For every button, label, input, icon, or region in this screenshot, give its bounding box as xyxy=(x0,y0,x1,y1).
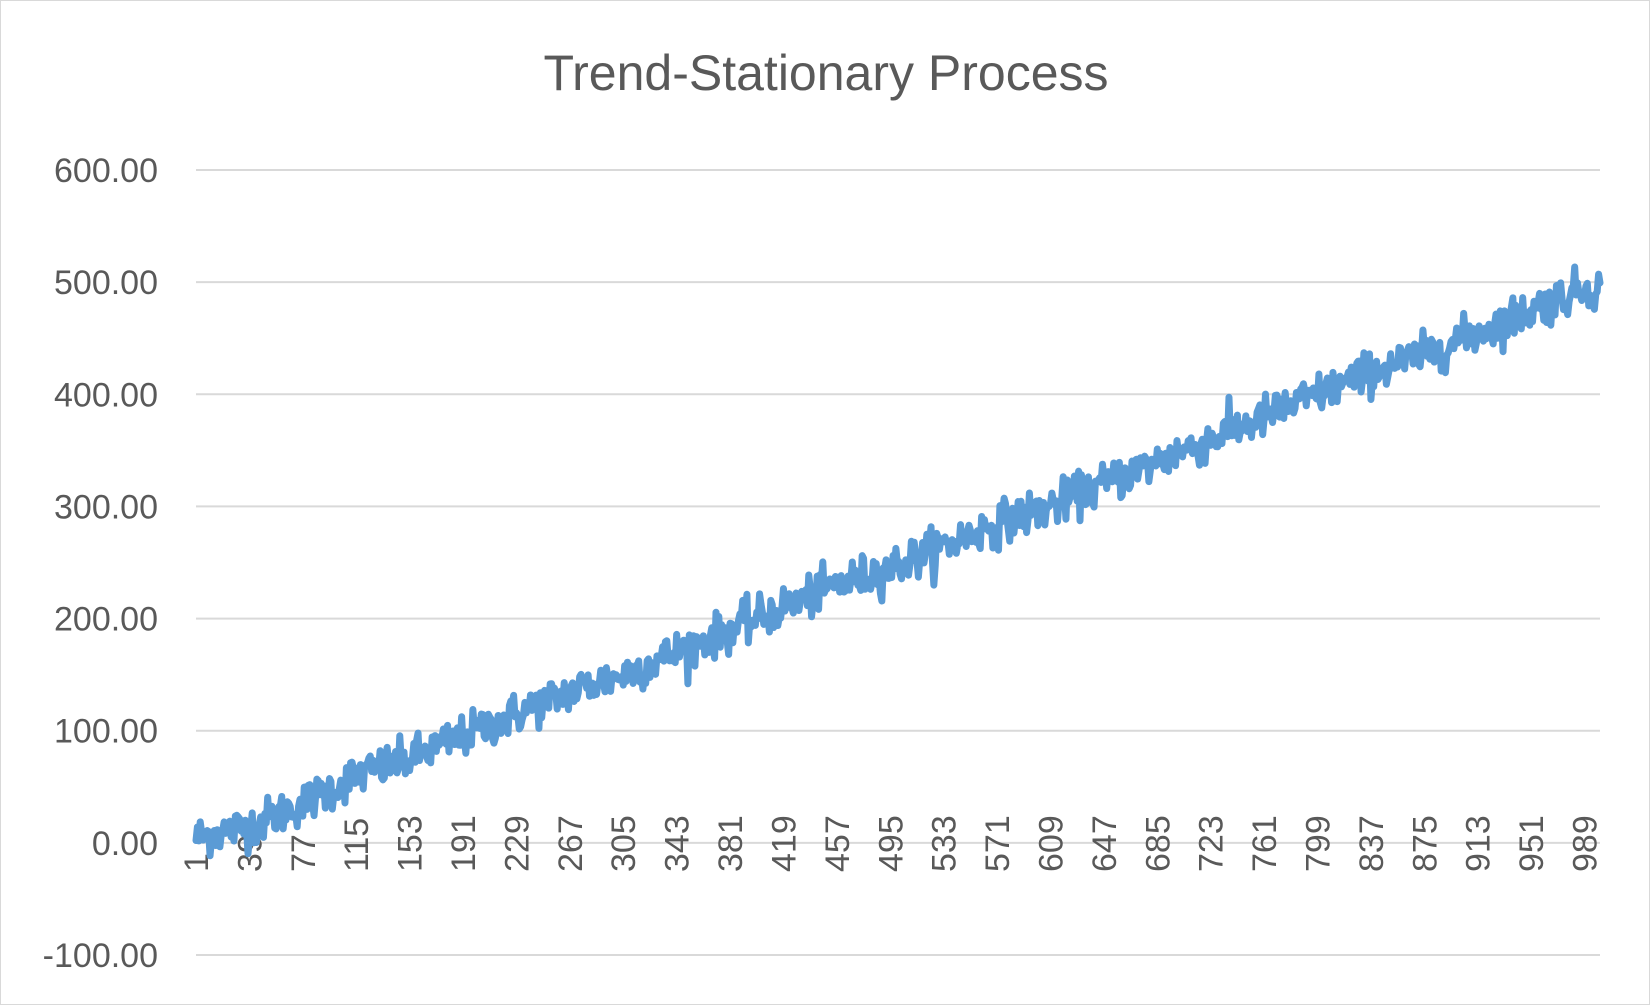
x-tick-label: 457 xyxy=(819,815,857,872)
x-tick-label: 267 xyxy=(552,815,590,872)
y-tick-label: 100.00 xyxy=(54,713,158,751)
x-tick-label: 381 xyxy=(712,815,750,872)
x-tick-label: 571 xyxy=(979,815,1017,872)
x-tick-label: 77 xyxy=(285,834,323,872)
x-tick-label: 647 xyxy=(1086,815,1124,872)
x-tick-label: 723 xyxy=(1193,815,1231,872)
gridlines xyxy=(196,169,1600,956)
x-axis-ticks: 1 39 77 115 153 191 229 267 305 343 381 419 457 495 53… xyxy=(178,815,1605,872)
y-tick-label: 300.00 xyxy=(54,488,158,526)
y-tick-label: 500.00 xyxy=(54,264,158,302)
y-tick-label: 200.00 xyxy=(54,601,158,639)
y-tick-label: 400.00 xyxy=(54,376,158,414)
x-tick-label: 495 xyxy=(872,815,910,872)
x-tick-label: 343 xyxy=(659,815,697,872)
x-tick-label: 609 xyxy=(1032,815,1070,872)
x-tick-label: 305 xyxy=(605,815,643,872)
x-tick-label: 115 xyxy=(338,818,376,872)
x-tick-label: 533 xyxy=(926,815,964,872)
x-tick-label: 913 xyxy=(1460,815,1498,872)
series-line xyxy=(192,263,1604,860)
x-tick-label: 799 xyxy=(1300,815,1338,872)
series-layer xyxy=(192,263,1604,860)
x-tick-label: 837 xyxy=(1353,815,1391,872)
y-tick-label: 0.00 xyxy=(92,825,158,863)
x-tick-label: 1 xyxy=(178,853,216,872)
x-tick-label: 229 xyxy=(498,815,536,872)
x-tick-label: 875 xyxy=(1406,815,1444,872)
y-tick-label: -100.00 xyxy=(43,937,158,975)
x-tick-label: 153 xyxy=(392,815,430,872)
chart-title: Trend-Stationary Process xyxy=(543,45,1109,101)
x-tick-label: 685 xyxy=(1139,815,1177,872)
x-tick-label: 419 xyxy=(765,815,803,872)
x-tick-label: 761 xyxy=(1246,815,1284,872)
x-tick-label: 191 xyxy=(445,815,483,872)
y-tick-label: 600.00 xyxy=(54,152,158,190)
x-tick-label: 951 xyxy=(1513,815,1551,872)
x-tick-label: 989 xyxy=(1567,815,1605,872)
y-axis-ticks: 600.00 500.00 400.00 300.00 200.00 100.00 0.00… xyxy=(43,152,158,975)
